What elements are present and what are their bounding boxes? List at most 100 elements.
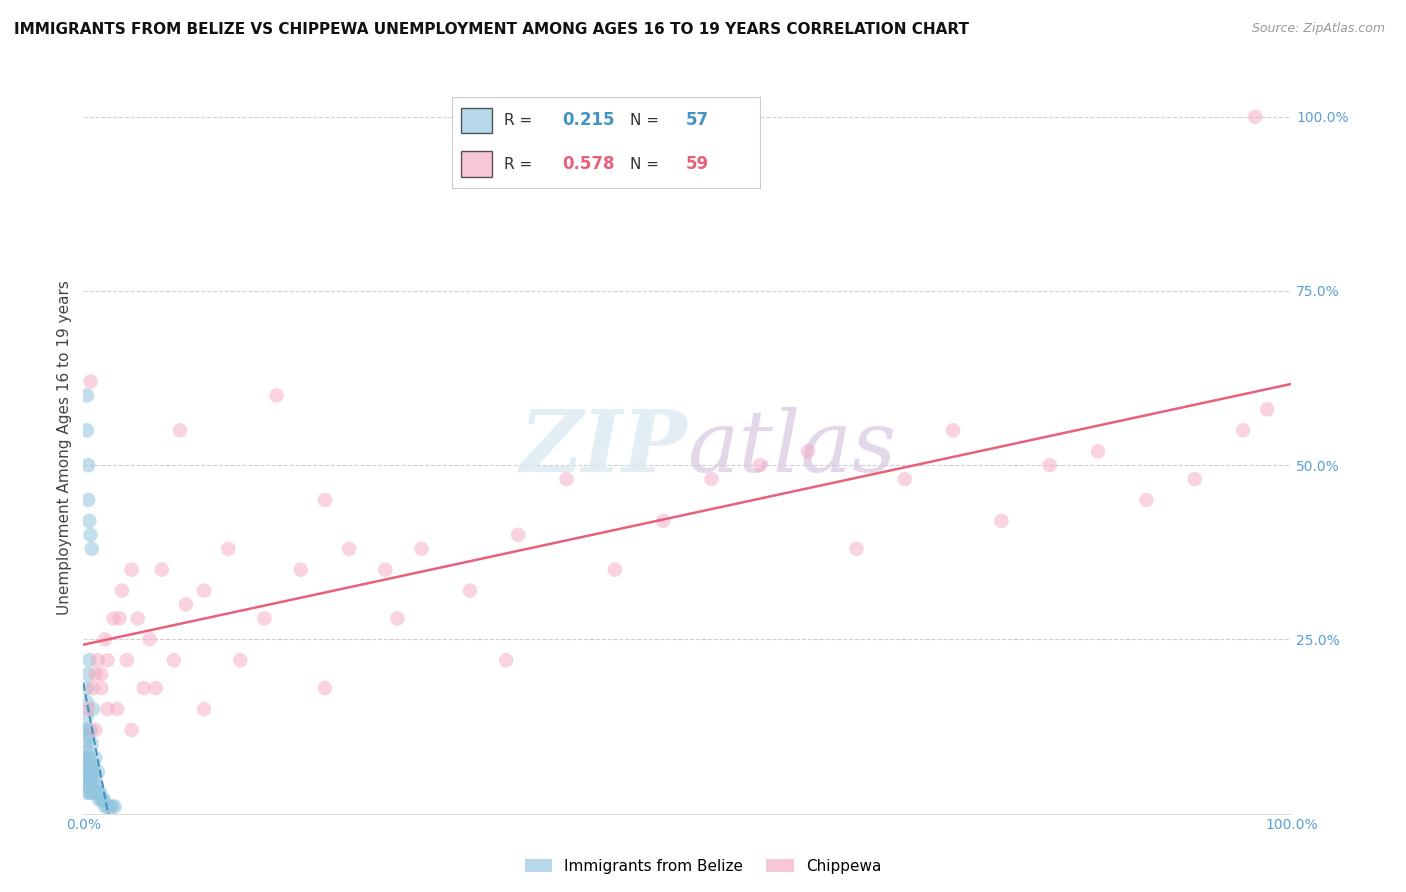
Y-axis label: Unemployment Among Ages 16 to 19 years: Unemployment Among Ages 16 to 19 years: [58, 280, 72, 615]
Point: [1256, 402, 1278, 417]
Point: [79, 653, 101, 667]
Point: [1087, 444, 1109, 458]
Point: [1039, 458, 1062, 472]
Point: [797, 444, 820, 458]
Point: [169, 423, 191, 437]
Point: [82, 681, 104, 695]
Point: [84, 772, 107, 786]
Point: [89, 786, 111, 800]
Point: [942, 423, 965, 437]
Point: [138, 632, 160, 647]
Point: [458, 583, 481, 598]
Point: [80, 541, 103, 556]
Point: [96, 653, 118, 667]
Point: [79, 723, 101, 737]
Point: [314, 493, 336, 508]
Point: [76, 695, 98, 709]
Point: [193, 702, 215, 716]
Point: [290, 563, 312, 577]
Point: [77, 779, 100, 793]
Text: Source: ZipAtlas.com: Source: ZipAtlas.com: [1251, 22, 1385, 36]
Point: [87, 786, 110, 800]
Point: [101, 799, 124, 814]
Point: [93, 792, 115, 806]
Point: [79, 375, 101, 389]
Point: [94, 632, 117, 647]
Point: [748, 458, 770, 472]
Point: [76, 423, 98, 437]
Point: [121, 563, 143, 577]
Point: [76, 772, 98, 786]
Point: [77, 702, 100, 716]
Point: [174, 598, 197, 612]
Text: atlas: atlas: [688, 407, 897, 489]
Point: [79, 786, 101, 800]
Point: [87, 792, 110, 806]
Point: [387, 611, 409, 625]
Point: [82, 702, 104, 716]
Point: [73, 751, 96, 765]
Point: [76, 723, 98, 737]
Point: [83, 764, 105, 779]
Point: [79, 514, 101, 528]
Point: [76, 757, 98, 772]
Point: [77, 667, 100, 681]
Point: [266, 388, 288, 402]
Point: [103, 611, 125, 625]
Point: [1232, 423, 1254, 437]
Point: [105, 702, 128, 716]
Point: [77, 493, 100, 508]
Point: [845, 541, 868, 556]
Point: [75, 723, 97, 737]
Point: [96, 702, 118, 716]
Point: [84, 723, 107, 737]
Point: [84, 786, 107, 800]
Point: [76, 709, 98, 723]
Point: [98, 799, 121, 814]
Point: [893, 472, 915, 486]
Point: [1184, 472, 1206, 486]
Point: [108, 611, 131, 625]
Point: [79, 779, 101, 793]
Point: [150, 563, 173, 577]
Point: [229, 653, 252, 667]
Point: [127, 611, 149, 625]
Point: [80, 786, 103, 800]
Point: [217, 541, 239, 556]
Point: [86, 779, 108, 793]
Point: [700, 472, 723, 486]
Point: [73, 772, 96, 786]
Point: [90, 681, 112, 695]
Point: [508, 528, 530, 542]
Point: [79, 757, 101, 772]
Point: [1244, 110, 1267, 124]
Point: [87, 653, 110, 667]
Point: [96, 799, 118, 814]
Point: [76, 744, 98, 758]
Text: ZIP: ZIP: [519, 406, 688, 490]
Point: [75, 737, 97, 751]
Point: [374, 563, 396, 577]
Point: [80, 737, 103, 751]
Point: [1135, 493, 1157, 508]
Point: [76, 388, 98, 402]
Point: [115, 653, 138, 667]
Point: [337, 541, 360, 556]
Point: [132, 681, 155, 695]
Point: [314, 681, 336, 695]
Point: [652, 514, 675, 528]
Legend: Immigrants from Belize, Chippewa: Immigrants from Belize, Chippewa: [519, 853, 887, 880]
Point: [163, 653, 186, 667]
Point: [79, 772, 101, 786]
Point: [145, 681, 167, 695]
Point: [75, 764, 97, 779]
Point: [77, 458, 100, 472]
Point: [76, 786, 98, 800]
Point: [411, 541, 433, 556]
Point: [82, 779, 104, 793]
Point: [193, 583, 215, 598]
Point: [104, 799, 127, 814]
Point: [90, 792, 112, 806]
Point: [90, 667, 112, 681]
Point: [79, 751, 101, 765]
